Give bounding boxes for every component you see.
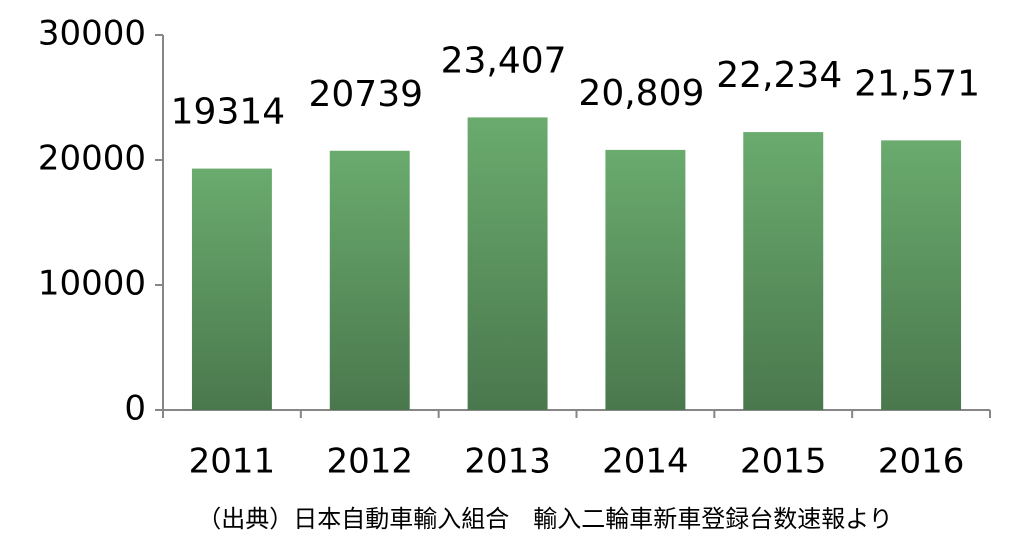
bar bbox=[605, 149, 686, 410]
x-tick-label: 2014 bbox=[602, 442, 689, 482]
x-tick-label: 2015 bbox=[740, 442, 827, 482]
y-tick-label: 0 bbox=[124, 389, 146, 429]
x-tick-label: 2013 bbox=[464, 442, 551, 482]
x-tick-label: 2016 bbox=[878, 442, 965, 482]
data-label: 21,571 bbox=[854, 63, 980, 104]
data-label: 20,809 bbox=[578, 73, 704, 114]
data-label: 23,407 bbox=[441, 40, 567, 81]
bar bbox=[329, 150, 410, 410]
bar bbox=[467, 117, 548, 410]
x-tick-label: 2012 bbox=[326, 442, 413, 482]
data-label: 22,234 bbox=[716, 55, 842, 96]
y-tick-label: 20000 bbox=[38, 139, 146, 179]
source-note: （出典）日本自動車輸入組合 輸入二輪車新車登録台数速報より bbox=[197, 505, 893, 533]
data-label: 20739 bbox=[308, 74, 423, 115]
bar bbox=[881, 140, 962, 411]
bar bbox=[743, 132, 824, 410]
y-tick-label: 10000 bbox=[38, 264, 146, 304]
bar bbox=[191, 168, 272, 410]
x-tick-label: 2011 bbox=[189, 442, 276, 482]
data-label: 19314 bbox=[171, 92, 286, 133]
y-tick-label: 30000 bbox=[38, 14, 146, 54]
